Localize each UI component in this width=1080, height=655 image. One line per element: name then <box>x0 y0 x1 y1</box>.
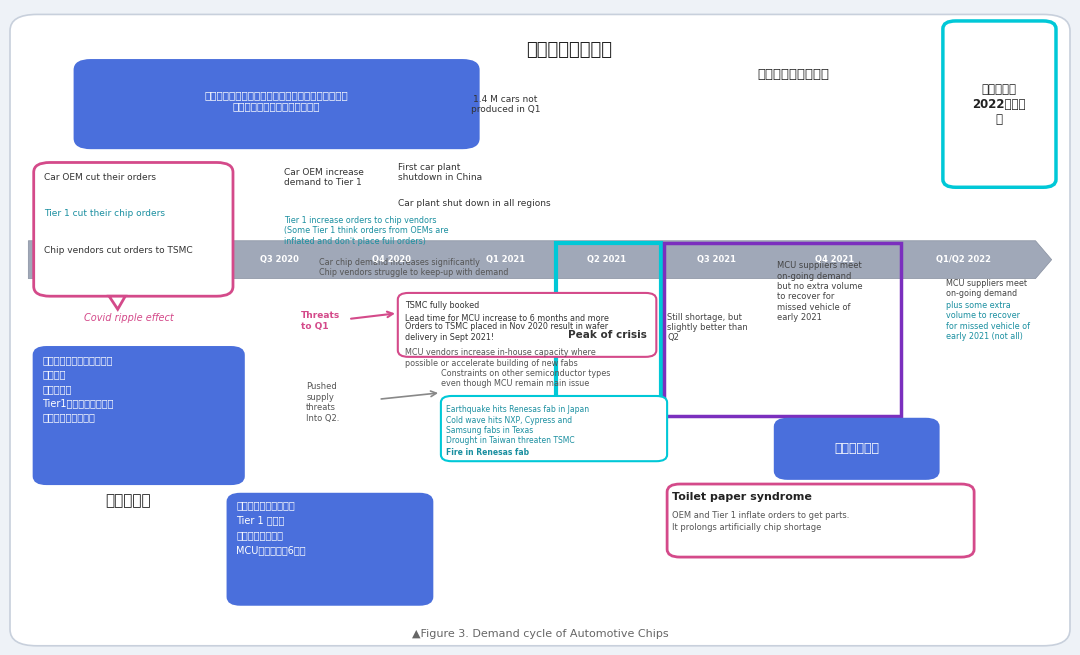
Text: 汽车企业应对疫情减产导致: 汽车企业应对疫情减产导致 <box>42 355 112 365</box>
Text: Q2 2020: Q2 2020 <box>149 255 188 264</box>
Text: 车排产下降: 车排产下降 <box>42 384 71 394</box>
Text: MCU vendors increase in-house capacity where
possible or accelerate building of : MCU vendors increase in-house capacity w… <box>405 348 596 368</box>
Text: Peak of crisis: Peak of crisis <box>568 330 647 341</box>
Text: Chip vendors cut orders to TSMC: Chip vendors cut orders to TSMC <box>44 246 193 255</box>
FancyBboxPatch shape <box>397 293 657 357</box>
Polygon shape <box>109 296 125 309</box>
Text: TSMC fully booked: TSMC fully booked <box>405 301 480 310</box>
Text: Drought in Taiwan threaten TSMC: Drought in Taiwan threaten TSMC <box>446 436 575 445</box>
Text: 阶段性缺芯片高潮: 阶段性缺芯片高潮 <box>526 41 612 60</box>
FancyArrow shape <box>28 241 1052 278</box>
Text: Car OEM cut their orders: Car OEM cut their orders <box>44 173 157 182</box>
FancyBboxPatch shape <box>774 419 939 479</box>
Text: plus some extra
volume to recover
for missed vehicle of
early 2021 (not all): plus some extra volume to recover for mi… <box>946 301 1030 341</box>
Bar <box>556 243 661 415</box>
Text: Cold wave hits NXP, Cypress and: Cold wave hits NXP, Cypress and <box>446 416 572 424</box>
FancyBboxPatch shape <box>667 484 974 557</box>
Text: 合积电芯片需求下降: 合积电芯片需求下降 <box>42 413 95 422</box>
Text: MCU suppliers meet
on-going demand
but no extra volume
to recover for
missed veh: MCU suppliers meet on-going demand but n… <box>777 261 863 322</box>
Text: 连锁反应: 连锁反应 <box>42 369 66 379</box>
Text: Car chip demand increases significantly
Chip vendors struggle to keep-up with de: Car chip demand increases significantly … <box>320 258 509 277</box>
FancyBboxPatch shape <box>441 396 667 461</box>
Text: Earthquake hits Renesas fab in Japan: Earthquake hits Renesas fab in Japan <box>446 405 590 413</box>
Text: Threats
to Q1: Threats to Q1 <box>301 311 340 331</box>
Text: 疫情居家和恢复中，消费电子的需求开始爆发，这使
得消费芯片也出现了巨大的需求: 疫情居家和恢复中，消费电子的需求开始爆发，这使 得消费芯片也出现了巨大的需求 <box>204 90 348 111</box>
FancyBboxPatch shape <box>33 162 233 296</box>
Text: Q3 2021: Q3 2021 <box>698 255 737 264</box>
Text: Q4 2020: Q4 2020 <box>372 255 410 264</box>
Text: Constraints on other semiconductor types
even though MCU remain main issue: Constraints on other semiconductor types… <box>441 369 610 388</box>
Text: Car plant shut down in all regions: Car plant shut down in all regions <box>397 199 551 208</box>
Text: 汽车企业开始增加供给: 汽车企业开始增加供给 <box>237 500 295 510</box>
Text: Tier 1 increase orders to chip vendors
(Some Tier 1 think orders from OEMs are
i: Tier 1 increase orders to chip vendors (… <box>284 216 448 246</box>
Text: 我们熟悉的缺芯周期: 我们熟悉的缺芯周期 <box>757 68 829 81</box>
Text: MCU suppliers meet
on-going demand: MCU suppliers meet on-going demand <box>946 278 1027 298</box>
Text: Tier 1 cut their chip orders: Tier 1 cut their chip orders <box>44 209 165 218</box>
Text: Tier 1 下订单: Tier 1 下订单 <box>237 515 285 525</box>
Text: It prolongs artificially chip shortage: It prolongs artificially chip shortage <box>673 523 822 533</box>
Text: First car plant
shutdown in China: First car plant shutdown in China <box>397 162 482 182</box>
Text: Pushed
supply
threats
Into Q2.: Pushed supply threats Into Q2. <box>307 383 339 422</box>
Text: Fire in Renesas fab: Fire in Renesas fab <box>446 448 529 457</box>
Text: Q1/Q2 2022: Q1/Q2 2022 <box>936 255 990 264</box>
Text: Q4 2021: Q4 2021 <box>814 255 853 264</box>
Text: Orders to TSMC placed in Nov 2020 result in wafer
delivery in Sept 2021!: Orders to TSMC placed in Nov 2020 result… <box>405 322 608 342</box>
Text: Q1 2020: Q1 2020 <box>41 255 80 264</box>
Text: Tier1的零部件订单下降: Tier1的零部件订单下降 <box>42 398 113 408</box>
Text: 合积电的订单排满: 合积电的订单排满 <box>237 530 283 540</box>
Text: Q1 2021: Q1 2021 <box>486 255 525 264</box>
Text: Lead time for MCU increase to 6 months and more: Lead time for MCU increase to 6 months a… <box>405 314 609 323</box>
Text: 最初的误判: 最初的误判 <box>106 493 151 508</box>
FancyBboxPatch shape <box>10 14 1070 646</box>
Text: Q3 2020: Q3 2020 <box>260 255 299 264</box>
Text: OEM and Tier 1 inflate orders to get parts.: OEM and Tier 1 inflate orders to get par… <box>673 511 850 520</box>
Text: Samsung fabs in Texas: Samsung fabs in Texas <box>446 426 534 435</box>
Text: 即将过去的
2022年上半
年: 即将过去的 2022年上半 年 <box>972 83 1026 126</box>
Text: 缺芯的常态化: 缺芯的常态化 <box>834 442 879 455</box>
Text: Covid ripple effect: Covid ripple effect <box>83 312 174 323</box>
Text: Toilet paper syndrome: Toilet paper syndrome <box>673 492 812 502</box>
FancyBboxPatch shape <box>75 60 478 148</box>
Text: MCU的交付长达6个月: MCU的交付长达6个月 <box>237 545 306 555</box>
Text: ▲Figure 3. Demand cycle of Automotive Chips: ▲Figure 3. Demand cycle of Automotive Ch… <box>411 629 669 639</box>
Bar <box>664 243 901 415</box>
Text: Car OEM increase
demand to Tier 1: Car OEM increase demand to Tier 1 <box>284 168 364 187</box>
Text: 1.4 M cars not
produced in Q1: 1.4 M cars not produced in Q1 <box>471 95 540 114</box>
FancyBboxPatch shape <box>228 494 432 605</box>
FancyBboxPatch shape <box>33 347 244 484</box>
FancyBboxPatch shape <box>943 21 1056 187</box>
Text: Still shortage, but
slightly better than
Q2: Still shortage, but slightly better than… <box>667 312 747 343</box>
Text: Q2 2021: Q2 2021 <box>588 255 626 264</box>
